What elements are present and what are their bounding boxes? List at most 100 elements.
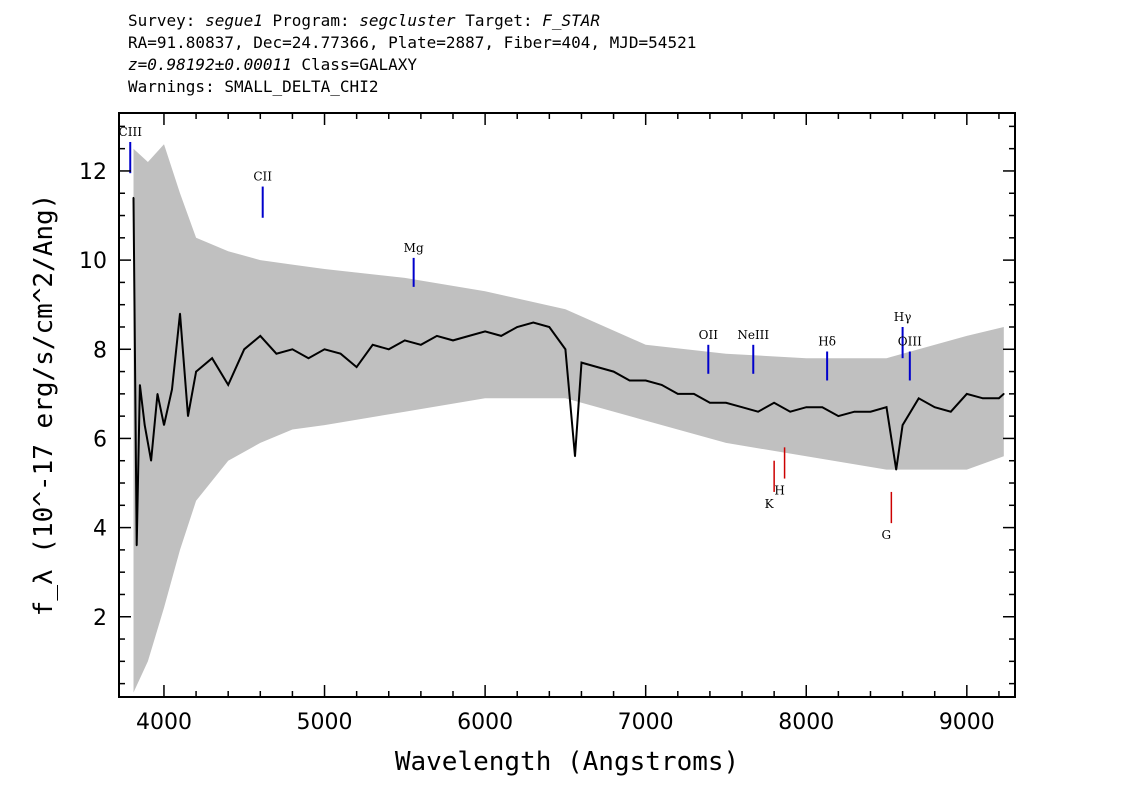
flux-point [307, 357, 310, 359]
flux-point [516, 326, 519, 328]
flux-point [580, 361, 583, 364]
y-tick-label: 10 [79, 249, 107, 274]
flux-point [195, 370, 197, 373]
program-label: Program: [272, 11, 350, 30]
flux-point [998, 397, 1000, 400]
header-warnings: Warnings: SMALL_DELTA_CHI2 [128, 77, 379, 96]
flux-point [596, 366, 599, 368]
flux-point [693, 393, 695, 395]
error-envelope [133, 144, 1004, 693]
y-axis-label: f_λ (10^-17 erg/s/cm^2/Ang) [29, 194, 59, 617]
y-tick-label: 2 [93, 606, 107, 631]
flux-point [564, 348, 567, 351]
flux-point [869, 410, 872, 413]
class-value: Class=GALAXY [301, 55, 417, 74]
flux-point [895, 468, 897, 471]
flux-point [452, 339, 454, 342]
header-line-2: RA=91.80837, Dec=24.77366, Plate=2887, F… [128, 33, 697, 52]
flux-point [163, 424, 165, 426]
flux-point [885, 406, 888, 409]
emission-line-label: Mg [404, 241, 424, 255]
spectral-line-markers: CIII CII Mg OII NeIII Hδ Hγ OIII KH G [119, 125, 923, 542]
error-envelope-area [133, 144, 1004, 693]
y-tick-label: 4 [93, 517, 107, 542]
flux-point [805, 406, 808, 409]
flux-point [436, 335, 438, 337]
flux-point [837, 415, 840, 417]
program-value: segcluster [359, 11, 456, 30]
x-tick-label: 8000 [778, 710, 834, 735]
x-tick-label: 5000 [297, 710, 353, 735]
flux-point [171, 388, 173, 391]
target-value: F_STAR [542, 11, 601, 30]
flux-point [150, 459, 152, 462]
flux-point [741, 406, 743, 409]
y-tick-label: 6 [93, 427, 107, 452]
flux-point [179, 312, 181, 315]
absorption-line-label: K [765, 497, 775, 511]
flux-point [243, 348, 246, 351]
flux-point [371, 344, 374, 346]
header-line-3: z=0.98192±0.00011 Class=GALAXY [128, 54, 696, 76]
flux-point [420, 344, 422, 346]
flux-point [789, 410, 791, 413]
flux-point [574, 455, 576, 458]
flux-point [484, 330, 486, 333]
flux-point [901, 424, 904, 426]
y-tick-label: 8 [93, 338, 107, 363]
emission-line-label: NeIII [737, 328, 769, 342]
y-tick-label: 12 [79, 160, 107, 185]
flux-point [933, 406, 936, 409]
flux-point [291, 348, 294, 351]
emission-line-label: CIII [119, 125, 143, 139]
flux-point [660, 384, 663, 386]
flux-point [644, 379, 647, 382]
flux-point [387, 348, 390, 351]
flux-point [468, 335, 470, 337]
header-line-1: Survey: segue1 Program: segcluster Targe… [128, 10, 696, 32]
emission-line-label: CII [253, 170, 272, 184]
flux-point [676, 393, 679, 395]
flux-line [132, 197, 1005, 546]
survey-label: Survey: [128, 11, 196, 30]
absorption-line-label: H [774, 484, 784, 498]
axis-ticks: 4000 5000 6000 7000 8000 9000 2 4 6 8 10 12 [79, 113, 1015, 735]
flux-point [259, 335, 262, 337]
flux-point [135, 544, 138, 547]
x-tick-label: 7000 [618, 710, 674, 735]
plot-frame [118, 112, 1016, 698]
emission-line-label: Hδ [818, 335, 836, 349]
flux-point [227, 384, 229, 386]
flux-point [139, 384, 141, 386]
y-axis-label-text: f_λ (10^-17 erg/s/cm^2/Ang) [29, 194, 59, 617]
flux-point [532, 321, 535, 324]
survey-value: segue1 [205, 11, 263, 30]
flux-point [339, 352, 342, 355]
flux-point [355, 366, 358, 368]
flux-point [853, 410, 856, 413]
flux-point [1002, 393, 1005, 395]
flux-point [548, 326, 551, 328]
emission-line-label: Hγ [894, 310, 912, 324]
x-tick-label: 4000 [136, 710, 192, 735]
flux-point [187, 415, 189, 417]
flux-point [709, 401, 711, 404]
flux-point [982, 397, 984, 400]
x-tick-label: 9000 [939, 710, 995, 735]
flux-point [773, 401, 775, 404]
flux-point [628, 379, 631, 382]
target-label: Target: [465, 11, 533, 30]
flux-series [132, 196, 1005, 547]
flux-point [757, 410, 759, 413]
flux-point [500, 335, 502, 337]
absorption-line-label: G [882, 528, 892, 542]
flux-point [143, 424, 146, 426]
x-axis-label: Wavelength (Angstroms) [395, 747, 739, 777]
flux-point [275, 352, 278, 355]
flux-point [966, 393, 968, 395]
flux-point [949, 410, 952, 413]
flux-point [404, 339, 406, 342]
flux-point [323, 348, 326, 351]
flux-point [211, 357, 213, 359]
